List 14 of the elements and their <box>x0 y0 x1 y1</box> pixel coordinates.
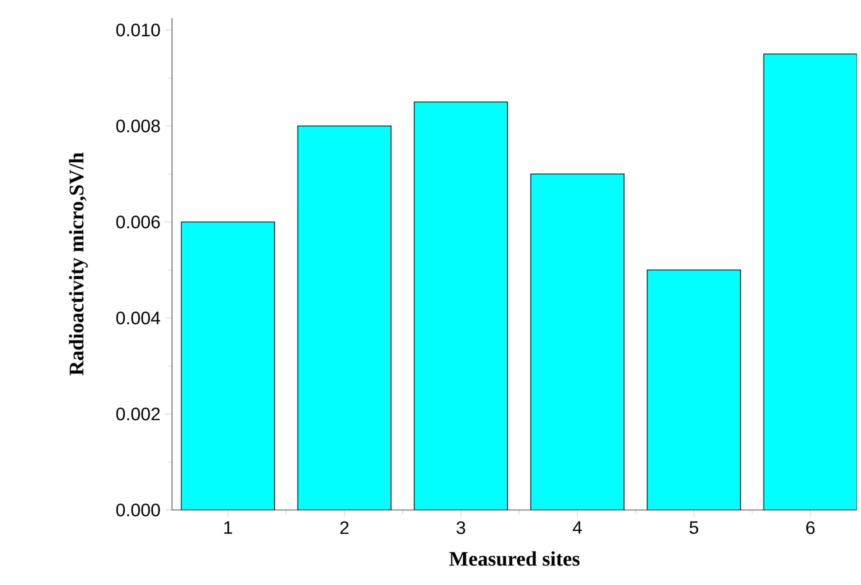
x-tick-label: 3 <box>456 521 466 534</box>
x-tick-label: 5 <box>690 521 698 534</box>
y-tick-label: 0.008 <box>116 120 160 132</box>
x-tick-label: 6 <box>806 521 815 534</box>
y-axis-title: Radioactivity micro,SV/h <box>68 152 88 376</box>
y-tick-label: 0.000 <box>116 504 160 516</box>
x-tick-label: 4 <box>572 521 582 534</box>
y-tick-label: 0.010 <box>116 24 160 36</box>
y-tick-label: 0.006 <box>116 216 160 228</box>
x-tick-label: 1 <box>224 521 232 534</box>
y-tick-label: 0.002 <box>116 408 160 420</box>
x-tick-label: 2 <box>340 521 349 534</box>
x-axis-title: Measured sites <box>449 551 580 566</box>
y-tick-label: 0.004 <box>116 312 160 324</box>
